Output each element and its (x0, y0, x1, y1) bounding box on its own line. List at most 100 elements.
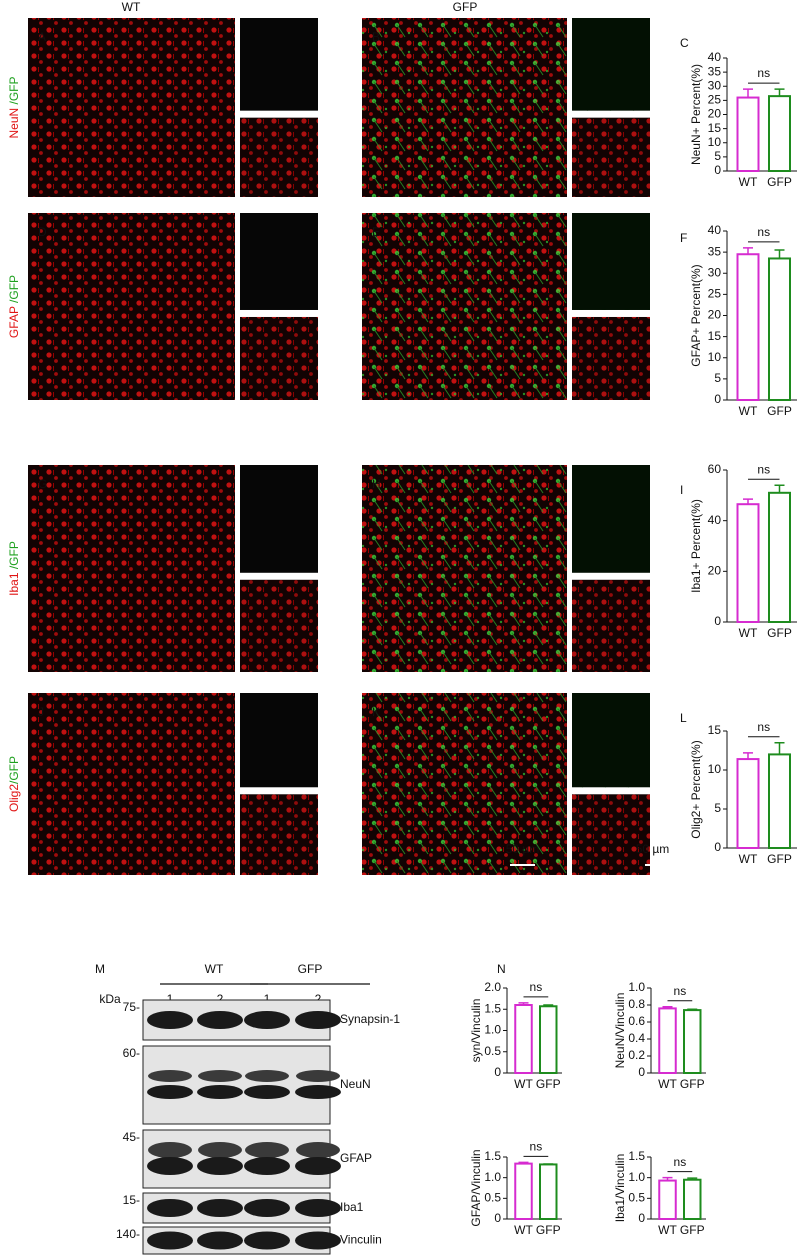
micrograph-red (28, 213, 235, 400)
band (295, 1011, 341, 1029)
y-tick-label: 0 (638, 1211, 645, 1225)
error-bar (774, 88, 785, 97)
y-tick-label: 1.5 (484, 1001, 501, 1015)
size-marker: 75- (123, 1000, 140, 1014)
bar (539, 1005, 558, 1075)
micrograph-bg (572, 213, 650, 310)
y-tick-label: 0.4 (628, 1031, 645, 1045)
band (197, 1011, 243, 1029)
micrograph-small-green (240, 693, 318, 788)
panel-letter: I (680, 483, 683, 497)
bar (658, 1179, 677, 1221)
y-tick-label: 20 (708, 107, 722, 121)
error-bar (774, 249, 785, 259)
y-tick-label: 1.5 (628, 1149, 645, 1163)
group-label: WT (205, 962, 224, 976)
row-label: Iba1 /GFP (7, 541, 21, 596)
y-axis-label: NeuN+ Percent(%) (689, 64, 703, 165)
row-marker: GFAP (7, 306, 21, 338)
bar (514, 1162, 533, 1220)
size-marker: 15- (123, 1193, 140, 1207)
panel-letter: L (680, 711, 687, 725)
bar (768, 491, 791, 623)
annotation: ns (674, 1155, 687, 1169)
panel-letter: E (372, 225, 380, 239)
band (244, 1231, 290, 1250)
y-tick-label: 35 (708, 64, 722, 78)
y-tick-label: 30 (708, 78, 722, 92)
y-tick-label: 1.0 (484, 1023, 501, 1037)
lane-label: 2 (315, 992, 322, 1006)
y-tick-label: 15 (708, 329, 722, 343)
size-marker: 45- (123, 1130, 140, 1144)
x-tick-label: WT (739, 175, 758, 189)
bar (658, 1007, 677, 1075)
band (147, 1011, 193, 1029)
row-counterstain: /GFP (7, 756, 21, 784)
scale-bar-label: 50 µm (506, 842, 540, 856)
micrograph-small-red (572, 794, 650, 875)
panel-letter: F (680, 231, 687, 245)
y-tick-label: 0 (494, 1065, 501, 1079)
panel-letter: J (38, 705, 44, 719)
band (295, 1231, 341, 1250)
y-tick-label: 30 (708, 265, 722, 279)
panel-letter: D (38, 225, 47, 239)
row-counterstain: /GFP (7, 541, 21, 572)
micrograph-green (362, 693, 567, 875)
y-tick-label: 1.0 (628, 1170, 645, 1184)
micrograph-green (362, 18, 567, 197)
x-tick-label: GFP (680, 1077, 705, 1091)
band-label: Vinculin (340, 1233, 382, 1247)
panel-letter: A (38, 30, 46, 44)
y-axis-label: Iba1+ Percent(%) (689, 499, 703, 593)
error-bar (743, 498, 753, 505)
lane-label: 1 (264, 992, 271, 1006)
error-bar (743, 88, 753, 98)
micrograph-red (28, 693, 235, 875)
micrograph-bg (572, 465, 650, 573)
y-tick-label: 2.0 (484, 980, 501, 994)
annotation: ns (757, 462, 770, 476)
x-tick-label: GFP (767, 852, 792, 866)
y-axis-label: GFAP/Vinculin (469, 1149, 483, 1226)
y-tick-label: 1.0 (628, 980, 645, 994)
row-counterstain: /GFP (7, 275, 21, 306)
band (245, 1142, 289, 1158)
y-tick-label: 0 (714, 840, 721, 854)
micrograph-small-red (572, 316, 650, 400)
error-bar (518, 1161, 529, 1164)
y-tick-label: 35 (708, 244, 722, 258)
bar (514, 1004, 533, 1074)
y-tick-label: 40 (708, 223, 722, 237)
y-axis-label: GFAP+ Percent(%) (689, 264, 703, 366)
x-tick-label: GFP (536, 1223, 561, 1237)
band (197, 1157, 243, 1175)
y-tick-label: 5 (714, 801, 721, 815)
panel-letter: B (372, 30, 380, 44)
band (197, 1085, 243, 1099)
y-tick-label: 0 (714, 614, 721, 628)
y-tick-label: 40 (708, 50, 722, 64)
y-tick-label: 15 (708, 723, 722, 737)
y-tick-label: 0 (638, 1065, 645, 1079)
x-tick-label: WT (739, 626, 758, 640)
band-label: NeuN (340, 1077, 371, 1091)
band-label: Iba1 (340, 1200, 364, 1214)
annotation: ns (674, 984, 687, 998)
bar (683, 1178, 702, 1220)
y-tick-label: 0.5 (484, 1044, 501, 1058)
y-tick-label: 5 (714, 149, 721, 163)
group-label: GFP (298, 962, 323, 976)
y-tick-label: 0.8 (628, 997, 645, 1011)
band (147, 1157, 193, 1175)
y-tick-label: 10 (708, 762, 722, 776)
band-label: Synapsin-1 (340, 1012, 400, 1026)
bar (683, 1009, 702, 1074)
x-tick-label: WT (514, 1223, 533, 1237)
band (197, 1231, 243, 1250)
error-bar (518, 1002, 529, 1005)
micrograph-small-green (240, 18, 318, 111)
